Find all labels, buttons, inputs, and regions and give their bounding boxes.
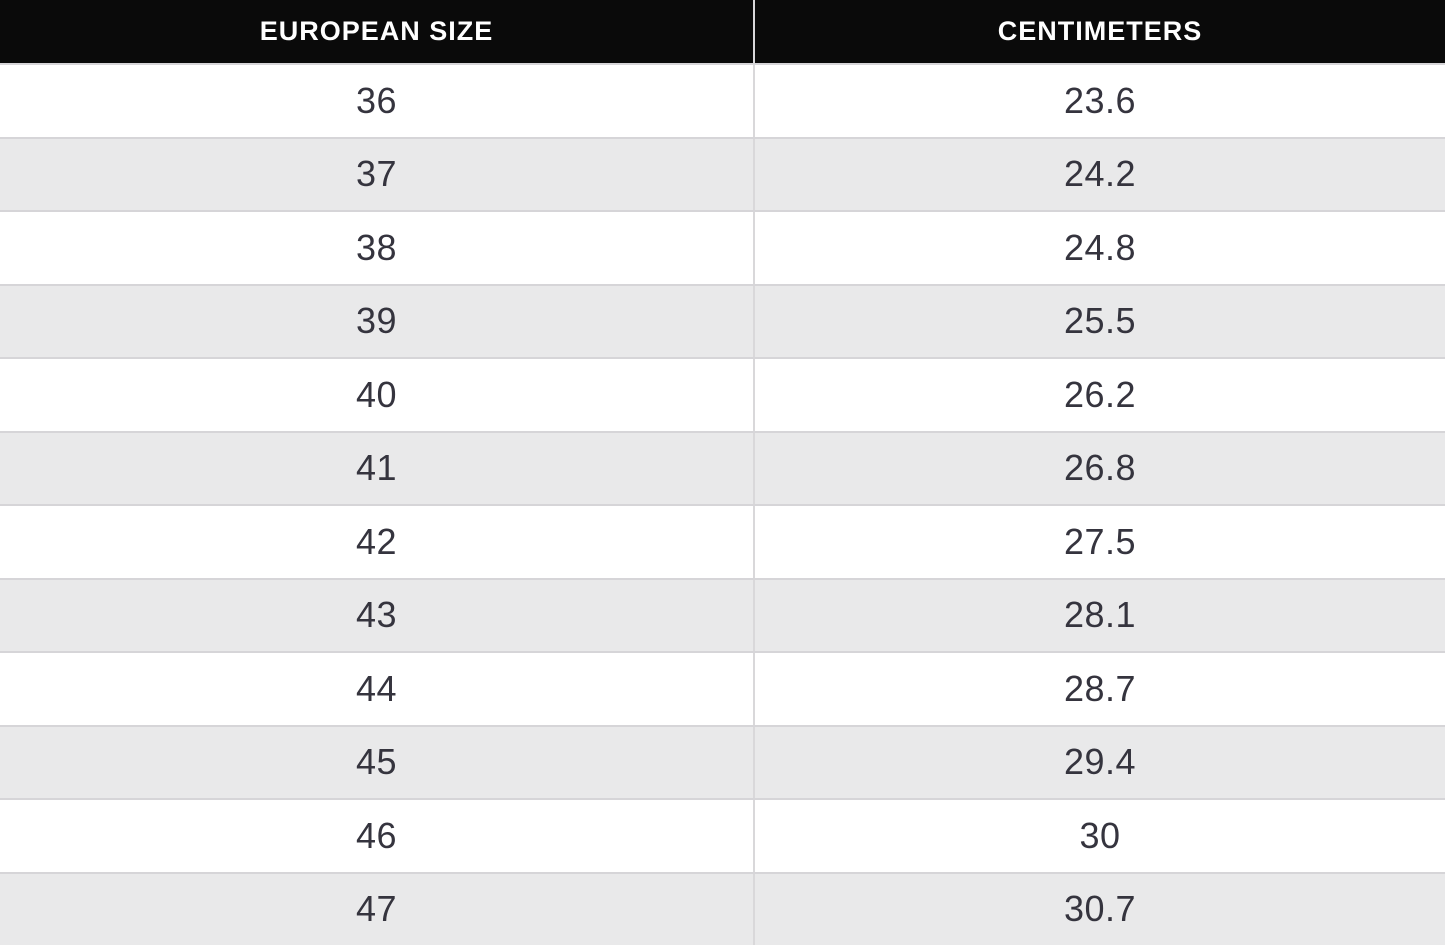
table-row: 46 30 xyxy=(0,798,1445,872)
cm-cell: 23.6 xyxy=(755,65,1445,137)
table-row: 47 30.7 xyxy=(0,872,1445,945)
table-row: 36 23.6 xyxy=(0,63,1445,137)
cm-cell: 24.8 xyxy=(755,212,1445,284)
table-row: 45 29.4 xyxy=(0,725,1445,799)
size-cell: 46 xyxy=(0,800,755,872)
size-cell: 37 xyxy=(0,139,755,211)
column-header-european-size: EUROPEAN SIZE xyxy=(0,0,755,63)
table-body: 36 23.6 37 24.2 38 24.8 39 25.5 40 26.2 … xyxy=(0,63,1445,945)
size-cell: 39 xyxy=(0,286,755,358)
table-row: 38 24.8 xyxy=(0,210,1445,284)
cm-cell: 24.2 xyxy=(755,139,1445,211)
cm-cell: 30.7 xyxy=(755,874,1445,945)
table-row: 44 28.7 xyxy=(0,651,1445,725)
size-cell: 41 xyxy=(0,433,755,505)
cm-cell: 30 xyxy=(755,800,1445,872)
table-row: 41 26.8 xyxy=(0,431,1445,505)
table-header-row: EUROPEAN SIZE CENTIMETERS xyxy=(0,0,1445,63)
size-cell: 44 xyxy=(0,653,755,725)
size-cell: 45 xyxy=(0,727,755,799)
cm-cell: 26.8 xyxy=(755,433,1445,505)
size-cell: 38 xyxy=(0,212,755,284)
size-cell: 40 xyxy=(0,359,755,431)
cm-cell: 28.1 xyxy=(755,580,1445,652)
table-row: 37 24.2 xyxy=(0,137,1445,211)
table-row: 39 25.5 xyxy=(0,284,1445,358)
size-cell: 43 xyxy=(0,580,755,652)
table-row: 43 28.1 xyxy=(0,578,1445,652)
table-row: 40 26.2 xyxy=(0,357,1445,431)
cm-cell: 28.7 xyxy=(755,653,1445,725)
cm-cell: 29.4 xyxy=(755,727,1445,799)
cm-cell: 25.5 xyxy=(755,286,1445,358)
cm-cell: 26.2 xyxy=(755,359,1445,431)
column-header-centimeters: CENTIMETERS xyxy=(755,0,1445,63)
size-cell: 42 xyxy=(0,506,755,578)
table-row: 42 27.5 xyxy=(0,504,1445,578)
size-cell: 47 xyxy=(0,874,755,945)
cm-cell: 27.5 xyxy=(755,506,1445,578)
size-cell: 36 xyxy=(0,65,755,137)
